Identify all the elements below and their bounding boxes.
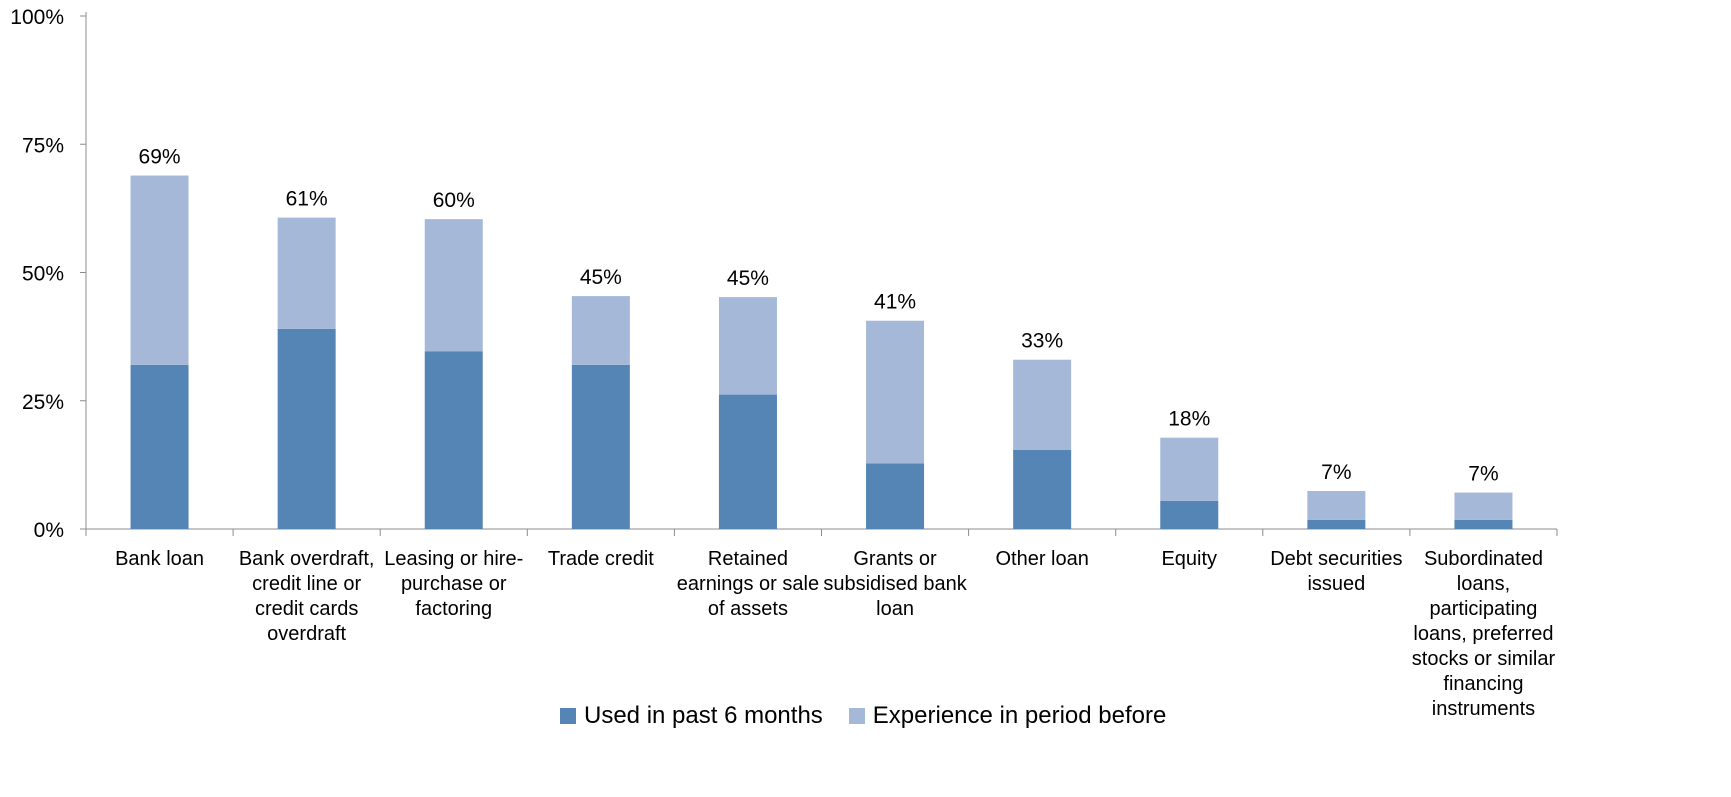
x-tick-label-line: Leasing or hire-: [384, 548, 523, 570]
x-tick-label: Grants or subsidised bank loan: [823, 548, 967, 620]
bar-segment: [718, 394, 777, 529]
labels: 69% Bank loan 61% Bank overdraft, credit lin…: [115, 146, 1555, 720]
x-tick-label-line: loan: [876, 598, 914, 620]
legend-item-used: Used in past 6 months: [560, 702, 823, 730]
x-tick-label-line: loans, preferred: [1413, 623, 1553, 645]
x-tick-label-line: Retained: [708, 548, 788, 570]
bar-segment: [1160, 500, 1219, 529]
x-tick-label: Equity: [1161, 548, 1217, 570]
x-tick-label-line: purchase or: [401, 573, 507, 595]
bar-segment: [1307, 519, 1366, 529]
data-label: 18%: [1168, 408, 1210, 431]
bar-segment: [1013, 359, 1072, 450]
x-tick-label: Subordinated loans, participating loans, pr…: [1412, 548, 1556, 720]
data-label: 61%: [286, 188, 328, 211]
x-tick-label-line: Bank loan: [115, 548, 204, 570]
x-tick-label-line: factoring: [415, 598, 492, 620]
y-tick-label: 25%: [22, 391, 64, 414]
x-tick-label-line: Debt securities: [1270, 548, 1402, 570]
bar-segment: [1013, 449, 1072, 529]
bar-segment: [571, 296, 630, 365]
x-tick-label: Trade credit: [548, 548, 654, 570]
bar-segment: [424, 351, 483, 529]
data-label: 41%: [874, 291, 916, 314]
x-tick-label: Other loan: [995, 548, 1088, 570]
x-tick-label-line: Bank overdraft,: [239, 548, 375, 570]
x-tick-label: Leasing or hire-purchase or factoring: [384, 548, 523, 620]
data-label: 7%: [1321, 461, 1351, 484]
bar-segment: [1307, 491, 1366, 520]
data-label: 7%: [1468, 463, 1498, 486]
bar-segment: [571, 364, 630, 529]
bar-segment: [277, 217, 336, 329]
x-tick-label-line: Grants or: [853, 548, 937, 570]
x-tick-label-line: subsidised bank: [823, 573, 967, 595]
x-tick-label-line: of assets: [708, 598, 788, 620]
bar-segment: [866, 463, 925, 529]
x-tick-label-line: Subordinated: [1424, 548, 1543, 570]
bar-segment: [277, 328, 336, 529]
bar-segment: [1454, 519, 1513, 529]
x-tick-label-line: instruments: [1432, 698, 1535, 720]
x-tick-label-line: overdraft: [267, 623, 346, 645]
x-tick-label-line: stocks or similar: [1412, 648, 1556, 670]
y-tick-label: 50%: [22, 263, 64, 286]
bars: [130, 175, 1513, 529]
x-tick-label-line: issued: [1307, 573, 1365, 595]
x-tick-label-line: credit cards: [255, 598, 358, 620]
bar-segment: [130, 175, 189, 365]
y-tick-label: 0%: [34, 519, 64, 542]
y-tick-label: 100%: [10, 6, 64, 29]
data-label: 45%: [727, 267, 769, 290]
x-tick-label-line: loans,: [1457, 573, 1510, 595]
x-tick-label: Retained earnings or sale of assets: [677, 548, 819, 620]
x-tick-label: Bank loan: [115, 548, 204, 570]
bar-segment: [424, 219, 483, 352]
legend-label-used: Used in past 6 months: [584, 702, 823, 729]
legend-item-experience: Experience in period before: [848, 702, 1167, 730]
y-tick-label: 75%: [22, 134, 64, 157]
bar-segment: [130, 364, 189, 529]
bar-segment: [1160, 437, 1219, 501]
bar-segment: [718, 297, 777, 395]
x-tick-label-line: earnings or sale: [677, 573, 819, 595]
legend: Used in past 6 months Experience in peri…: [560, 702, 1166, 730]
legend-swatch-used: [560, 708, 576, 724]
data-label: 33%: [1021, 330, 1063, 353]
data-label: 45%: [580, 266, 622, 289]
x-tick-label-line: Equity: [1161, 548, 1217, 570]
x-tick-label-line: Trade credit: [548, 548, 654, 570]
bar-segment: [866, 320, 925, 464]
x-tick-label-line: credit line or: [252, 573, 361, 595]
x-tick-label: Bank overdraft, credit line or credit card…: [239, 548, 375, 645]
data-label: 60%: [433, 189, 475, 212]
bar-segment: [1454, 492, 1513, 520]
x-tick-label-line: Other loan: [995, 548, 1088, 570]
legend-label-experience: Experience in period before: [872, 702, 1167, 729]
x-tick-label-line: participating: [1430, 598, 1538, 620]
data-label: 69%: [139, 146, 181, 169]
x-tick-label: Debt securities issued: [1270, 548, 1402, 595]
x-tick-label-line: financing: [1443, 673, 1523, 695]
legend-swatch-experience: [848, 708, 865, 724]
